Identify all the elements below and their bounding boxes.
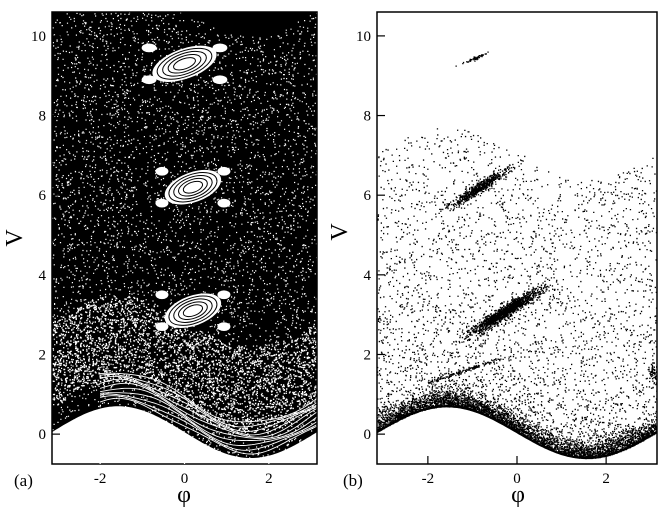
x-tick-label-b: 2 <box>602 471 610 487</box>
y-axis-label-b: V <box>327 223 353 241</box>
y-tick-label-a: 2 <box>39 347 47 363</box>
panel-label-b: (b) <box>343 471 363 490</box>
y-tick-label-a: 4 <box>39 268 47 284</box>
x-tick-label-a: -2 <box>94 471 107 487</box>
island-satellite-a <box>155 322 168 331</box>
island-satellite-a <box>155 167 168 176</box>
panel-label-a: (a) <box>14 471 33 490</box>
island-satellite-a <box>213 43 228 52</box>
island-satellite-a <box>217 167 230 176</box>
y-tick-label-a: 10 <box>31 29 46 45</box>
y-tick-label-b: 0 <box>364 427 372 443</box>
island-satellite-a <box>155 199 168 208</box>
island-satellite-a <box>213 75 228 84</box>
y-tick-label-b: 10 <box>356 29 371 45</box>
island-satellite-a <box>217 199 230 208</box>
x-axis-label-a: φ <box>177 482 191 507</box>
island-satellite-a <box>217 322 230 331</box>
y-tick-label-a: 8 <box>39 109 47 125</box>
y-axis-label-a: V <box>2 229 28 247</box>
x-tick-label-a: 2 <box>265 471 273 487</box>
y-tick-label-a: 0 <box>39 427 47 443</box>
plot-area-b <box>377 52 659 460</box>
scatter-points-b <box>377 52 659 460</box>
island-satellite-a <box>142 75 157 84</box>
island-satellite-a <box>142 43 157 52</box>
y-tick-label-b: 4 <box>364 268 372 284</box>
x-tick-label-b: -2 <box>422 471 435 487</box>
y-tick-label-a: 6 <box>39 188 47 204</box>
x-axis-label-b: φ <box>511 482 525 507</box>
island-satellite-a <box>217 290 230 299</box>
island-satellite-a <box>155 290 168 299</box>
y-tick-label-b: 6 <box>364 188 372 204</box>
y-tick-label-b: 8 <box>364 109 372 125</box>
y-tick-label-b: 2 <box>364 347 372 363</box>
plot-area-a <box>52 12 318 464</box>
